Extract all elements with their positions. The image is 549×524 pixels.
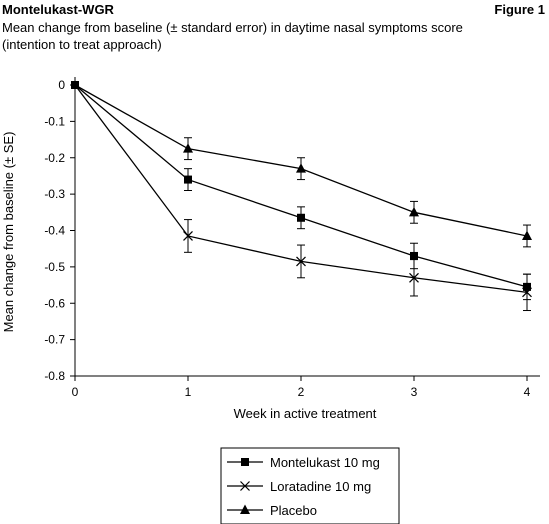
data-point-montelukast	[297, 213, 305, 222]
data-point-placebo	[409, 206, 419, 217]
x-tick-label: 0	[72, 385, 79, 399]
legend-marker-montelukast	[241, 458, 249, 466]
x-tick-label: 4	[524, 385, 531, 399]
chart-subtitle: Mean change from baseline (± standard er…	[2, 19, 542, 53]
y-tick-label: -0.5	[44, 260, 65, 274]
y-tick-label: -0.3	[44, 187, 65, 201]
chart-axes: 0 -0.1 -0.2 -0.3 -0.4 -0.5 -0.6 -0.7 -0.8 0 1 2 3 4	[44, 77, 540, 399]
y-tick-label: -0.1	[44, 114, 65, 128]
series-placebo	[74, 84, 532, 248]
legend-label-placebo: Placebo	[270, 503, 317, 518]
y-tick-label: 0	[58, 78, 65, 92]
subtitle-line-1: Mean change from baseline (± standard er…	[2, 20, 463, 35]
y-tick-label: -0.8	[44, 369, 65, 383]
legend-label-loratadine: Loratadine 10 mg	[270, 479, 371, 494]
data-point-loratadine	[522, 287, 532, 298]
legend-marker-placebo	[240, 504, 250, 514]
data-point-placebo	[522, 230, 532, 240]
x-tick-label: 3	[411, 385, 418, 399]
y-tick-label: -0.2	[44, 151, 65, 165]
data-point-montelukast	[410, 251, 418, 260]
x-axis-label: Week in active treatment	[234, 406, 377, 421]
y-tick-label: -0.7	[44, 333, 65, 347]
data-point-montelukast	[184, 175, 192, 184]
x-tick-label: 1	[185, 385, 192, 399]
series-montelukast	[74, 84, 531, 301]
data-point-loratadine	[183, 231, 193, 241]
chart-legend: Montelukast 10 mg Loratadine 10 mg Placebo	[220, 447, 400, 524]
figure-number: Figure 1	[494, 2, 545, 17]
legend-label-montelukast: Montelukast 10 mg	[270, 455, 380, 470]
legend-item-placebo: Placebo	[227, 503, 317, 518]
study-title: Montelukast-WGR	[2, 2, 114, 17]
data-point-placebo	[296, 163, 306, 173]
y-axis-label: Mean change from baseline (± SE)	[1, 132, 16, 333]
data-point-placebo	[183, 143, 193, 153]
chart-series	[71, 81, 532, 312]
legend-marker-loratadine	[240, 481, 250, 491]
y-tick-label: -0.6	[44, 296, 65, 310]
y-tick-label: -0.4	[44, 224, 65, 238]
legend-item-loratadine: Loratadine 10 mg	[227, 479, 371, 494]
x-tick-label: 2	[298, 385, 305, 399]
data-point-origin	[71, 81, 79, 89]
legend-item-montelukast: Montelukast 10 mg	[227, 455, 380, 470]
subtitle-line-2: (intention to treat approach)	[2, 37, 162, 52]
series-loratadine	[74, 84, 532, 312]
data-point-loratadine	[409, 272, 419, 283]
data-point-loratadine	[296, 256, 306, 267]
